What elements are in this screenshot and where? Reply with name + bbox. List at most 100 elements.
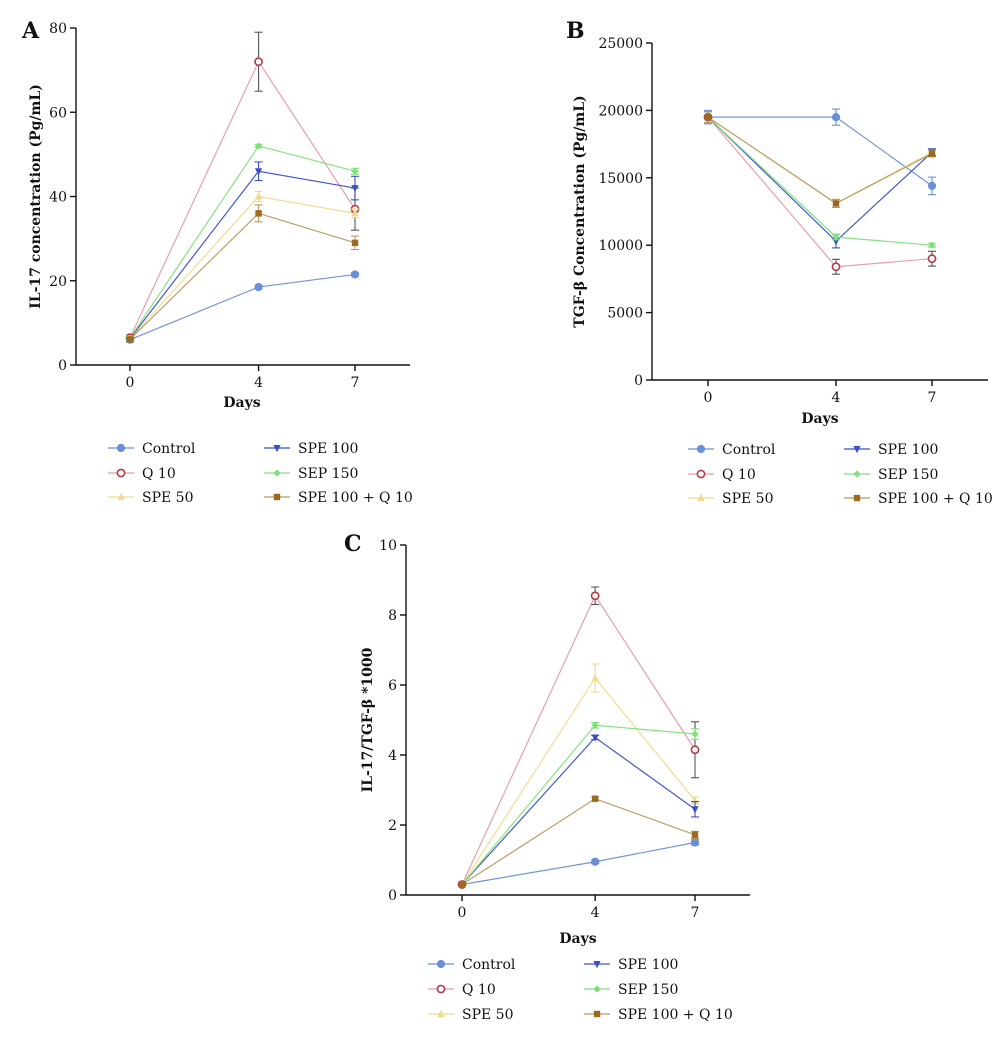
y-tick-label: 20000 [598, 103, 643, 119]
x-axis-title: Days [559, 931, 596, 947]
data-point [254, 282, 263, 292]
series-line [461, 841, 696, 886]
data-point [704, 113, 712, 121]
data-point [831, 113, 841, 122]
legend-marker [697, 493, 705, 501]
x-tick-label: 0 [126, 375, 135, 391]
legend-label: Control [462, 957, 516, 973]
legend-marker [116, 468, 126, 478]
series-line [129, 212, 356, 340]
legend-label: SEP 150 [878, 467, 938, 483]
legend-label: SPE 50 [462, 1007, 514, 1023]
series-line [707, 116, 933, 205]
data-point [254, 142, 263, 150]
legend-marker [696, 469, 706, 479]
legend-label: SPE 100 + Q 10 [878, 491, 993, 507]
x-tick-label: 7 [351, 375, 360, 391]
legend-marker [437, 1009, 445, 1017]
y-tick-label: 5000 [607, 306, 643, 322]
legend-marker [273, 469, 281, 477]
y-tick-label: 6 [388, 678, 397, 694]
legend-marker [696, 444, 706, 454]
data-point [591, 795, 599, 802]
data-point [832, 200, 840, 207]
legend-label: SPE 50 [142, 490, 194, 506]
data-point [351, 167, 359, 175]
data-point [691, 806, 699, 814]
data-point [928, 150, 936, 157]
data-point [255, 210, 262, 217]
data-point [126, 336, 134, 343]
series-line [129, 60, 356, 338]
series-line [461, 594, 696, 885]
x-tick-label: 4 [832, 390, 841, 406]
y-tick-label: 4 [388, 748, 397, 764]
legend-label: SPE 100 + Q 10 [618, 1007, 733, 1023]
legend-label: SPE 100 [878, 442, 938, 458]
data-point [254, 192, 263, 200]
legend-label: Q 10 [462, 982, 496, 998]
series-line [461, 724, 696, 885]
x-tick-label: 4 [591, 905, 600, 921]
data-point [458, 881, 466, 888]
y-tick-label: 60 [49, 105, 67, 121]
series-line [461, 676, 696, 885]
x-tick-label: 4 [254, 375, 263, 391]
legend-marker [273, 493, 281, 501]
legend-marker [116, 443, 126, 453]
data-point [254, 57, 263, 67]
data-point [832, 233, 840, 241]
legend-label: SPE 100 [618, 957, 678, 973]
legend-marker [273, 445, 281, 453]
data-point [831, 262, 841, 272]
y-tick-label: 15000 [598, 171, 643, 187]
y-tick-label: 0 [388, 888, 397, 904]
legend-marker [853, 470, 861, 478]
x-tick-label: 7 [691, 905, 700, 921]
legend-marker [436, 984, 446, 994]
y-axis-title: IL-17 concentration (Pg/mL) [28, 84, 44, 309]
data-point [590, 591, 600, 601]
chart-panel-b: B 0 5000 10000 15000 20000 25000 0 4 7 Days TGF-β C… [566, 18, 993, 507]
legend-label: Q 10 [142, 466, 176, 482]
legend-marker [117, 492, 125, 500]
y-tick-label: 40 [49, 190, 67, 206]
x-tick-label: 0 [704, 390, 713, 406]
legend-label: Control [722, 442, 776, 458]
legend-marker [853, 446, 861, 454]
data-point [691, 831, 699, 838]
x-axis-title: Days [223, 395, 260, 411]
x-tick-label: 0 [458, 905, 467, 921]
y-tick-label: 25000 [598, 36, 643, 52]
y-tick-label: 0 [58, 358, 67, 374]
y-tick-label: 2 [388, 818, 397, 834]
legend-label: SPE 100 [298, 441, 358, 457]
legend-label: SPE 100 + Q 10 [298, 490, 413, 506]
y-tick-label: 80 [49, 21, 67, 37]
legend-label: Control [142, 441, 196, 457]
data-point [254, 168, 263, 176]
series-line [708, 116, 933, 187]
y-axis-title: IL-17/TGF-β *1000 [360, 647, 376, 792]
data-point [591, 734, 599, 742]
panel-letter: C [344, 531, 362, 557]
series-line [129, 195, 356, 340]
series-line [129, 145, 356, 339]
data-point [591, 857, 600, 866]
data-point [927, 254, 937, 264]
legend-marker [436, 959, 446, 969]
data-point [928, 241, 936, 249]
data-point [351, 209, 359, 217]
legend-marker [853, 494, 861, 502]
data-point [591, 721, 599, 729]
y-tick-label: 20 [49, 274, 67, 290]
y-tick-label: 0 [634, 373, 643, 389]
chart-panel-c: C 0 2 4 6 8 10 0 4 7 Days IL-17/TGF-β *1000 Control Q… [344, 531, 750, 1023]
y-tick-label: 8 [388, 608, 397, 624]
data-point [927, 181, 937, 190]
data-point [350, 270, 360, 279]
legend-label: SEP 150 [618, 982, 678, 998]
series-line [707, 116, 933, 205]
data-point [690, 745, 700, 755]
legend-marker [593, 985, 601, 993]
